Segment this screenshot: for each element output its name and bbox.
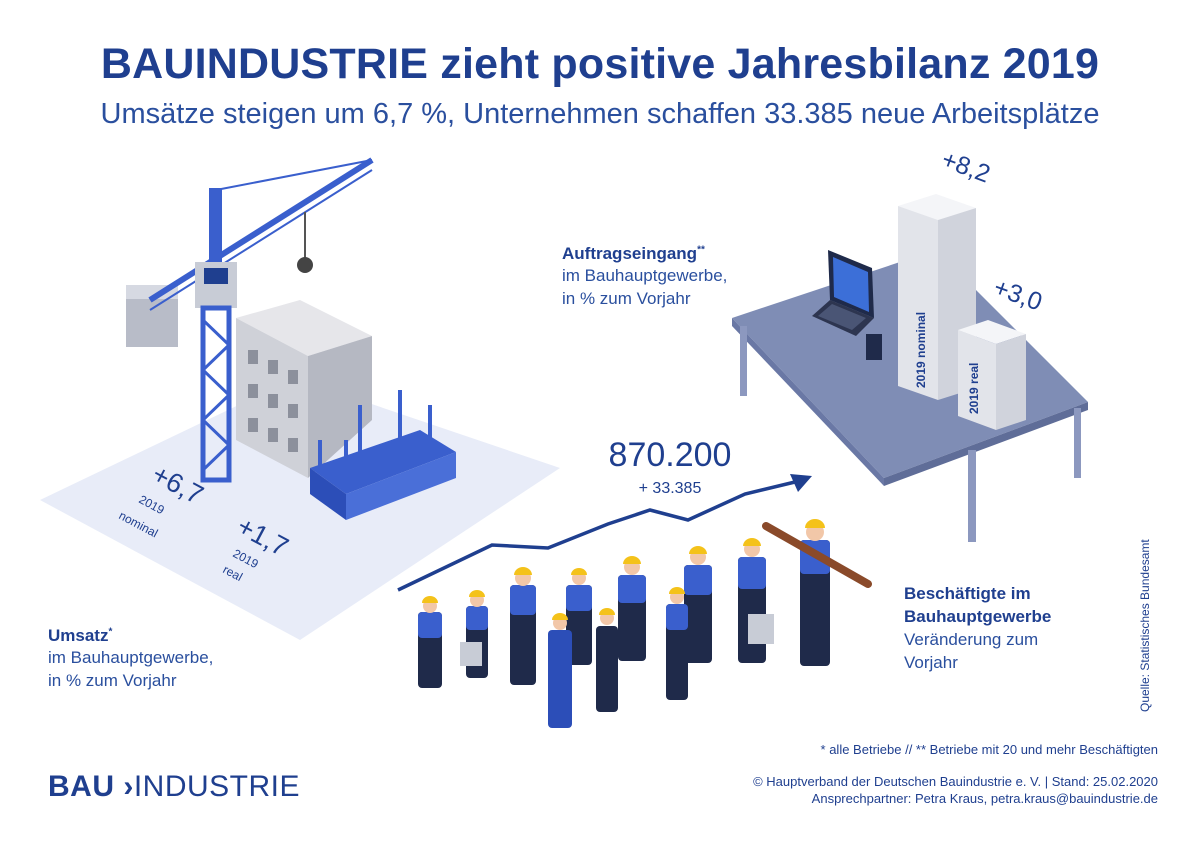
umsatz-marker: *: [108, 626, 113, 638]
steel-frame-illustration: [310, 390, 456, 520]
umsatz-line1: im Bauhauptgewerbe,: [48, 648, 214, 667]
logo-chevron-icon: ›: [123, 770, 134, 803]
page-subtitle: Umsätze steigen um 6,7 %, Unternehmen sc…: [100, 98, 1100, 130]
workers-illustration: [418, 519, 872, 728]
auftrag-real-label: 2019 real: [967, 363, 981, 414]
employment-value: 870.200: [608, 436, 732, 474]
umsatz-line2: in % zum Vorjahr: [48, 671, 177, 690]
logo-part2: INDUSTRIE: [133, 770, 301, 803]
pen-cup-icon: [866, 334, 882, 360]
bauindustrie-logo: BAU ›INDUSTRIE: [48, 770, 300, 804]
beschaeftigte-heading1: Beschäftigte im: [904, 584, 1031, 603]
auftragseingang-line2: in % zum Vorjahr: [562, 289, 691, 308]
beschaeftigte-heading2: Bauhauptgewerbe: [904, 607, 1052, 626]
beschaeftigte-line1: Veränderung zum: [904, 630, 1039, 649]
beschaeftigte-line2: Vorjahr: [904, 653, 958, 672]
page-title: BAUINDUSTRIE zieht positive Jahresbilanz…: [100, 40, 1100, 88]
paper-stack-real: [958, 320, 1026, 430]
logo-part1: BAU: [48, 770, 115, 803]
crane-illustration: [126, 157, 374, 483]
trend-arrow-icon: [790, 474, 812, 492]
auftragseingang-marker: **: [697, 244, 705, 256]
trend-line: [397, 480, 796, 592]
auftragseingang-line1: im Bauhauptgewerbe,: [562, 266, 728, 285]
copyright-text: © Hauptverband der Deutschen Bauindustri…: [753, 774, 1158, 789]
umsatz-heading: Umsatz: [48, 626, 109, 645]
footnote: * alle Betriebe // ** Betriebe mit 20 un…: [820, 742, 1158, 757]
auftrag-nominal-value: +8,2: [938, 145, 994, 188]
auftrag-nominal-label: 2019 nominal: [914, 312, 928, 388]
auftrag-real-value: +3,0: [990, 273, 1046, 316]
auftragseingang-heading: Auftragseingang: [562, 244, 698, 263]
umsatz-label-group: Umsatz* im Bauhauptgewerbe, in % zum Vor…: [48, 626, 308, 692]
beschaeftigte-label-group: Beschäftigte im Bauhauptgewerbe Veränder…: [904, 582, 1124, 674]
contact-text: Ansprechpartner: Petra Kraus, petra.krau…: [811, 791, 1158, 806]
laptop-illustration: [812, 250, 874, 336]
auftragseingang-label-group: Auftragseingang** im Bauhauptgewerbe, in…: [562, 244, 802, 310]
employment-change: + 33.385: [638, 480, 702, 497]
building-illustration: [236, 300, 372, 478]
source-note: Quelle: Statistisches Bundesamt: [1138, 539, 1152, 712]
